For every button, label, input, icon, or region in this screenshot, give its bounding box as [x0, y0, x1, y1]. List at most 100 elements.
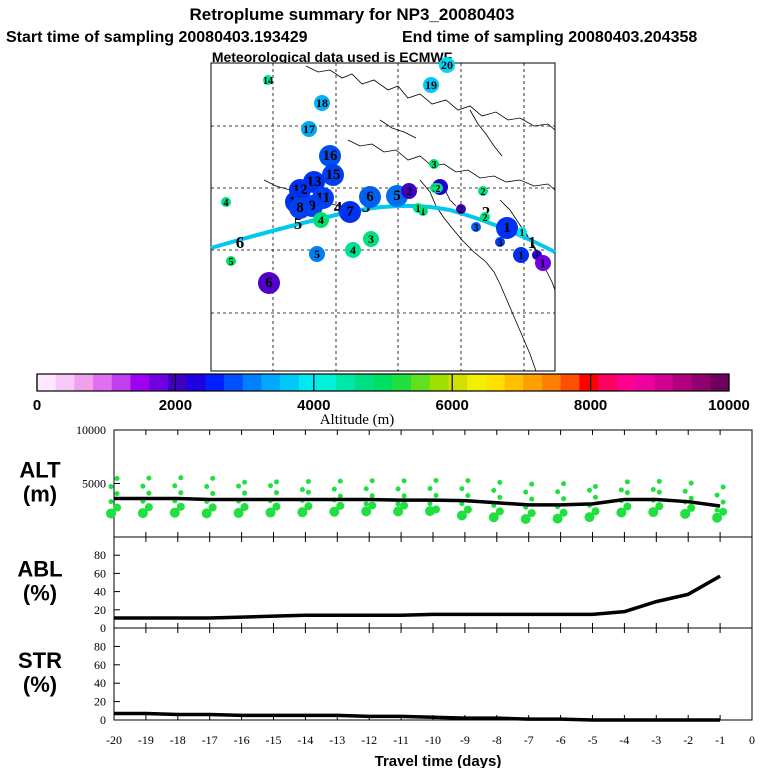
trajectory-marker: 1 [517, 227, 527, 239]
altitude-dot [459, 486, 465, 492]
marker-dot [226, 256, 236, 266]
colorbar-swatch [167, 374, 188, 391]
marker-dot [423, 77, 439, 93]
altitude-dot [108, 484, 114, 490]
y-tick-label: 60 [94, 566, 106, 580]
marker-label: 19 [425, 78, 437, 92]
figure-title: Retroplume summary for NP3_20080403 [189, 5, 514, 24]
trajectory-marker: 8 [289, 197, 311, 219]
x-tick-label: -12 [361, 733, 377, 747]
altitude-dot [172, 483, 178, 489]
altitude-dot [682, 488, 688, 494]
start-time-text: Start time of sampling 20080403.193429 [6, 29, 308, 46]
marker-label: 1 [518, 248, 524, 262]
altitude-dot [593, 483, 598, 489]
altitude-dot [401, 493, 407, 499]
altitude-dot [655, 502, 664, 511]
path-day-label: 6 [236, 233, 245, 252]
x-tick-label: -11 [393, 733, 409, 747]
marker-label: 2 [481, 187, 486, 198]
altitude-dot [559, 508, 568, 517]
colorbar-swatch [429, 374, 449, 391]
colorbar-swatch [616, 374, 636, 391]
series-line [114, 711, 721, 722]
trajectory-marker: 1 [496, 217, 518, 239]
colorbar-swatch [55, 374, 75, 391]
marker-label: 3 [474, 223, 479, 234]
x-tick-label: -17 [202, 733, 218, 747]
x-tick-label: -1 [715, 733, 725, 747]
altitude-dot [369, 478, 375, 484]
series-line [114, 496, 721, 508]
marker-dot [263, 75, 273, 85]
colorbar-swatch [485, 374, 506, 391]
altitude-dot [108, 499, 114, 505]
altitude-dot [650, 486, 656, 492]
altitude-dot [240, 503, 249, 512]
altitude-dot [561, 481, 567, 487]
colorbar-swatch [354, 374, 375, 391]
altitude-dot [233, 507, 244, 518]
marker-dot [471, 222, 481, 232]
marker-dot [322, 164, 344, 186]
marker-label: 5 [229, 257, 234, 268]
colorbar-tick: 0 [33, 397, 41, 414]
altitude-dot [331, 486, 337, 492]
altitude-dot [236, 483, 242, 489]
altitude-dot [265, 507, 276, 518]
altitude-dot [336, 501, 345, 510]
altitude-dot [529, 496, 535, 502]
x-tick-label: -20 [106, 733, 122, 747]
y-axis-label: (%) [23, 581, 57, 606]
trajectory-marker: 5 [309, 246, 325, 262]
altitude-dot [714, 492, 720, 498]
altitude-dot [210, 475, 216, 481]
altitude-dot [274, 490, 279, 496]
altitude-dot [393, 506, 404, 517]
colorbar-swatch [504, 374, 524, 391]
colorbar-swatch [37, 374, 57, 391]
path-day-label: 5 [294, 214, 303, 233]
altitude-dot [400, 501, 409, 510]
colorbar-swatch [541, 374, 562, 391]
altitude-dot [178, 490, 184, 496]
marker-label: 2 [483, 213, 488, 224]
marker-label: 6 [265, 275, 273, 291]
colorbar-swatch [392, 374, 412, 391]
altitude-dot [144, 503, 153, 512]
marker-dot [313, 212, 329, 228]
altitude-dot [719, 507, 728, 516]
colorbar-swatch [261, 374, 281, 391]
altitude-dot [208, 503, 217, 512]
end-time-text: End time of sampling 20080403.204358 [402, 29, 697, 46]
colorbar-swatch [691, 374, 711, 391]
altitude-dot [712, 512, 723, 523]
marker-label: 1 [535, 251, 540, 262]
x-tick-label: -10 [425, 733, 441, 747]
altitude-dot [299, 487, 305, 493]
marker-dot [513, 247, 529, 263]
y-tick-label: 80 [94, 639, 106, 653]
trajectory-marker: 2 [480, 212, 490, 224]
marker-dot [439, 57, 455, 73]
altitude-dot [456, 510, 467, 521]
y-tick-label: 0 [100, 713, 106, 727]
altitude-dot [523, 489, 529, 495]
path-day-label: 1 [528, 233, 537, 252]
marker-dot [401, 183, 417, 199]
altitude-dot [427, 486, 433, 492]
colorbar-swatch [224, 374, 244, 391]
marker-label: 2 [436, 184, 441, 195]
altitude-dot [272, 502, 281, 511]
altitude-dot [106, 508, 116, 519]
y-axis-label: STR [18, 648, 62, 673]
marker-label: 4 [350, 243, 356, 257]
altitude-dot [720, 484, 726, 490]
panel-alt: ALT(m) 5000 10000 [19, 423, 753, 538]
x-tick-label: -13 [329, 733, 345, 747]
altitude-dot [555, 489, 561, 495]
altitude-dot [618, 487, 624, 493]
marker-dot [363, 231, 379, 247]
coastline [305, 65, 556, 131]
